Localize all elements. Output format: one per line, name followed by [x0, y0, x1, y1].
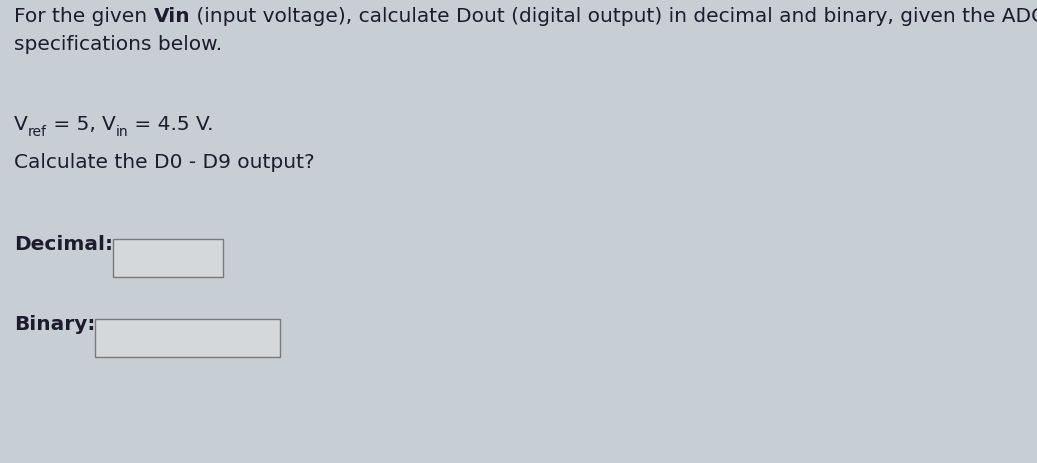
Text: V: V: [102, 115, 116, 134]
Text: = 4.5 V.: = 4.5 V.: [129, 115, 214, 134]
Text: = 5,: = 5,: [47, 115, 102, 134]
Text: in: in: [116, 125, 129, 139]
Text: ref: ref: [28, 125, 47, 139]
Text: Decimal:: Decimal:: [15, 234, 113, 253]
Text: For the given: For the given: [15, 7, 153, 26]
Text: Binary:: Binary:: [15, 314, 95, 333]
Text: V: V: [15, 115, 28, 134]
Text: Calculate the D0 - D9 output?: Calculate the D0 - D9 output?: [15, 153, 314, 172]
Text: Vin: Vin: [153, 7, 190, 26]
Text: (input voltage), calculate Dout (digital output) in decimal and binary, given th: (input voltage), calculate Dout (digital…: [190, 7, 1037, 26]
Bar: [95, 319, 280, 357]
Text: specifications below.: specifications below.: [15, 35, 222, 54]
Bar: [113, 239, 223, 277]
